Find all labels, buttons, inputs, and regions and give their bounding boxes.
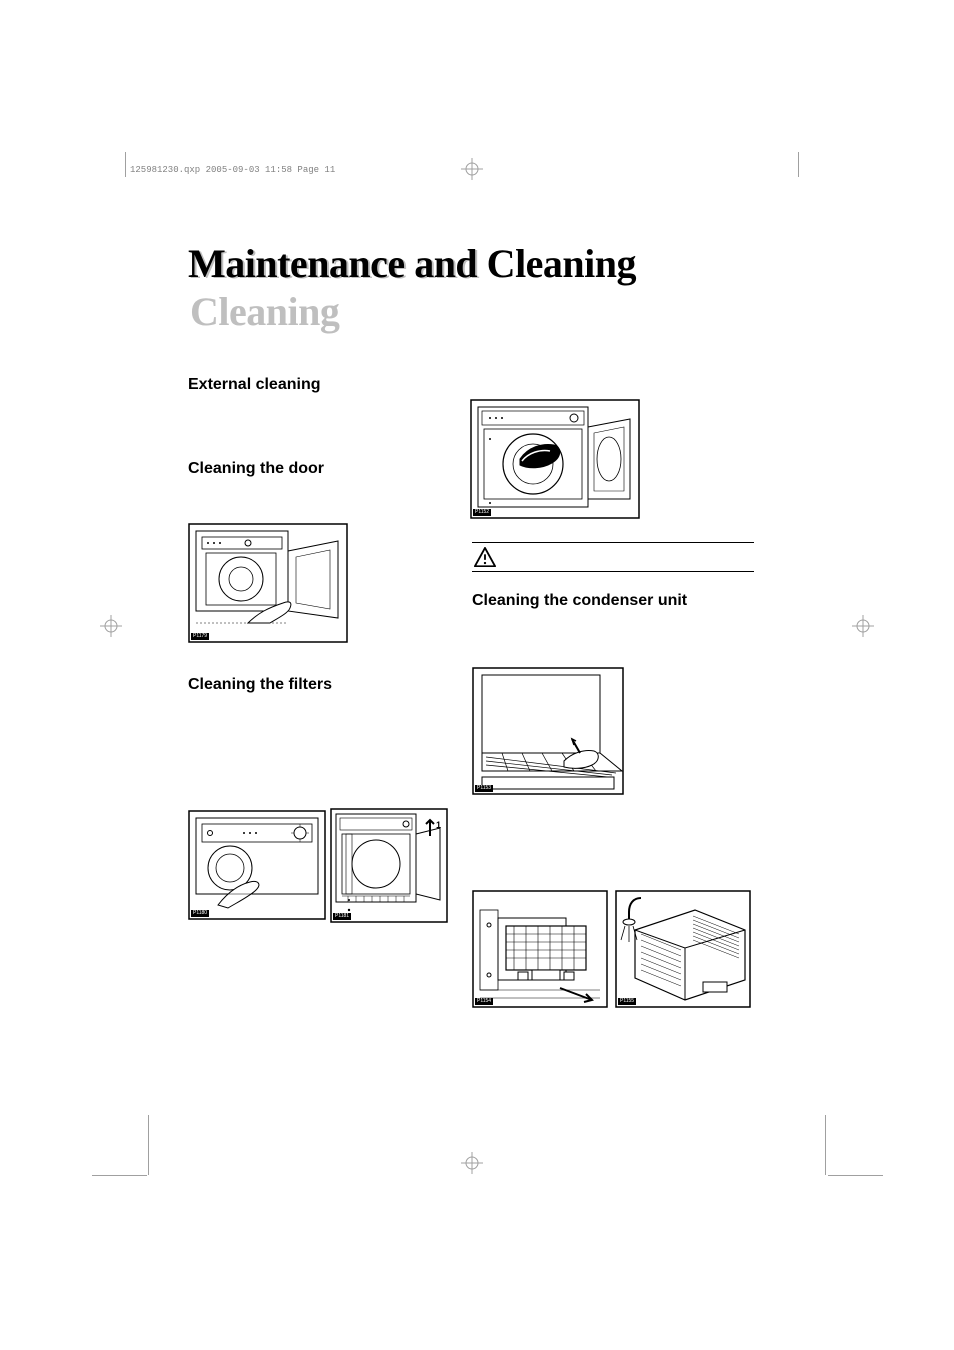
illustration-filter-front: P1180 [188, 810, 326, 920]
crop-mark [92, 1175, 147, 1176]
figure-label: P1181 [333, 913, 351, 920]
figure-label: P1154 [475, 998, 493, 1005]
illustration-dryer-drum-cleaning: P1152 [470, 399, 640, 519]
figure-label: P1152 [473, 509, 491, 516]
registration-mark-icon [100, 615, 122, 637]
illustration-condenser-remove: P1154 [472, 890, 608, 1008]
illustration-condenser-rinse: P1155 [615, 890, 751, 1008]
figure-label: P1179 [191, 633, 209, 640]
illustration-door-cleaning: P1179 [188, 523, 348, 643]
page-title: Maintenance and Cleaning Maintenance and… [188, 240, 636, 287]
figure-label: P1155 [618, 998, 636, 1005]
heading-cleaning-door: Cleaning the door [188, 460, 324, 478]
crop-mark [148, 1115, 149, 1175]
heading-cleaning-filters: Cleaning the filters [188, 676, 332, 694]
crop-mark [828, 1175, 883, 1176]
warning-bar [472, 542, 754, 572]
svg-text:1: 1 [436, 820, 441, 830]
crop-mark [798, 152, 799, 177]
registration-mark-icon [461, 158, 483, 180]
illustration-filter-door-open: 1 P1181 [330, 808, 448, 923]
figure-label: P1153 [475, 785, 493, 792]
crop-mark [825, 1115, 826, 1175]
warning-triangle-icon [474, 547, 496, 567]
registration-mark-icon [461, 1152, 483, 1174]
print-header: 125981230.qxp 2005-09-03 11:58 Page 11 [130, 165, 335, 175]
crop-mark [125, 152, 126, 177]
illustration-condenser-access: P1153 [472, 667, 624, 795]
heading-cleaning-condenser: Cleaning the condenser unit [472, 592, 687, 610]
registration-mark-icon [852, 615, 874, 637]
heading-external-cleaning: External cleaning [188, 376, 321, 394]
figure-label: P1180 [191, 910, 209, 917]
